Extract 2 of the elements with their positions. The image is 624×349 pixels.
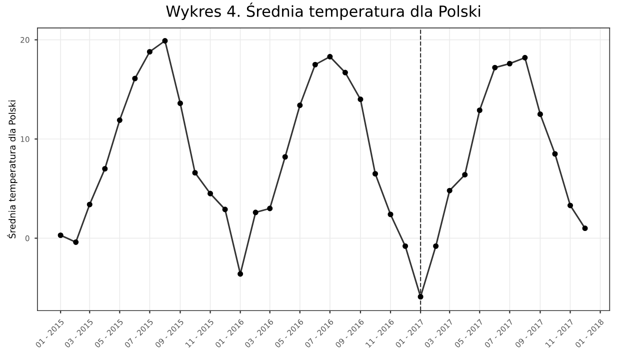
y-axis-title: Średnia temperatura dla Polski (7, 100, 18, 238)
chart-title: Wykres 4. Średnia temperatura dla Polski (166, 2, 480, 20)
